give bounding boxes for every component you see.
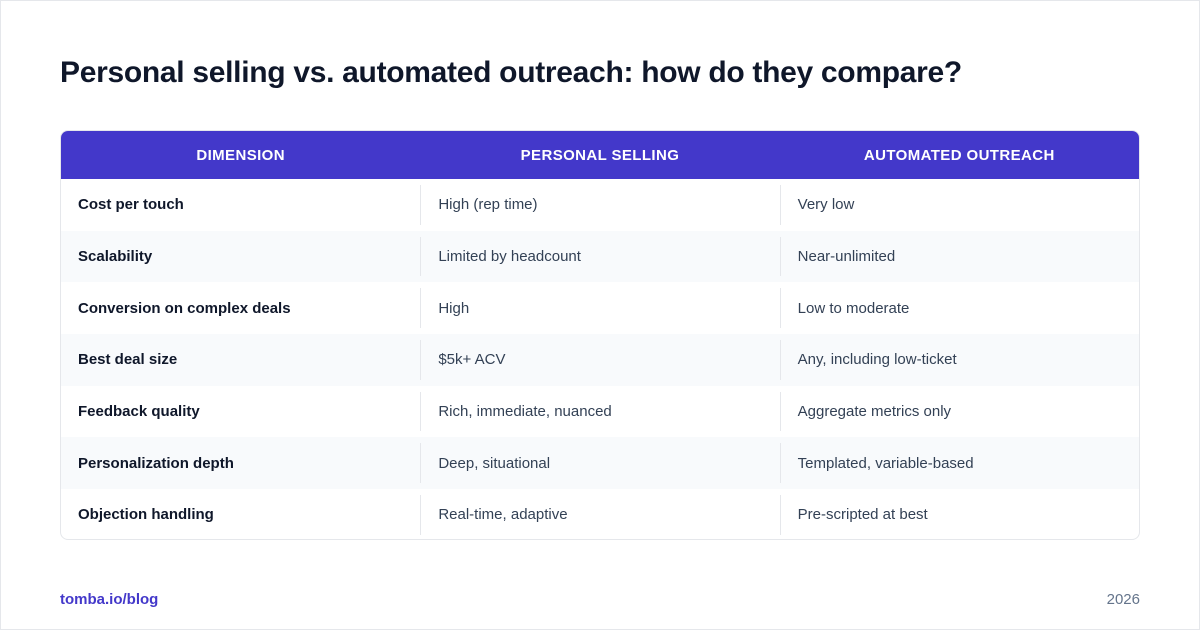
table-row: Cost per touch High (rep time) Very low (61, 179, 1139, 231)
header-personal-selling: PERSONAL SELLING (520, 146, 680, 164)
table-row: Personalization depth Deep, situational … (61, 437, 1139, 490)
table-row: Scalability Limited by headcount Near-un… (61, 230, 1139, 283)
page-title: Personal selling vs. automated outreach:… (60, 56, 962, 89)
header-dimension: DIMENSION (196, 146, 285, 164)
header-automated-outreach: AUTOMATED OUTREACH (863, 146, 1055, 164)
automated-outreach-cell: Pre-scripted at best (779, 489, 1139, 539)
dimension-cell: Conversion on complex deals (78, 299, 291, 317)
personal-selling-cell: $5k+ ACV (420, 334, 779, 386)
personal-selling-cell: Deep, situational (420, 437, 779, 489)
dimension-cell: Cost per touch (78, 196, 184, 214)
automated-outreach-cell: Very low (779, 179, 1139, 231)
automated-outreach-cell: Any, including low-ticket (779, 334, 1139, 386)
footer-year: 2026 (1106, 591, 1140, 608)
table-row: Best deal size $5k+ ACV Any, including l… (61, 334, 1139, 386)
table-row: Objection handling Real-time, adaptive P… (61, 489, 1139, 539)
automated-outreach-cell: Templated, variable-based (779, 437, 1139, 489)
dimension-cell: Personalization depth (78, 454, 234, 472)
personal-selling-cell: Real-time, adaptive (420, 489, 779, 539)
blog-link[interactable]: tomba.io/blog (60, 591, 159, 608)
personal-selling-cell: High (420, 282, 779, 334)
dimension-cell: Objection handling (78, 506, 214, 524)
table-row: Feedback quality Rich, immediate, nuance… (61, 386, 1139, 438)
automated-outreach-cell: Low to moderate (779, 282, 1139, 334)
automated-outreach-cell: Near-unlimited (779, 231, 1139, 283)
dimension-cell: Scalability (78, 248, 153, 266)
personal-selling-cell: Limited by headcount (420, 231, 779, 283)
personal-selling-cell: High (rep time) (420, 179, 779, 231)
table-row: Conversion on complex deals High Low to … (61, 282, 1139, 334)
comparison-table: DIMENSION PERSONAL SELLING AUTOMATED OUT… (60, 130, 1140, 540)
personal-selling-cell: Rich, immediate, nuanced (420, 386, 779, 438)
dimension-cell: Feedback quality (78, 403, 200, 421)
dimension-cell: Best deal size (78, 351, 178, 369)
table-header: DIMENSION PERSONAL SELLING AUTOMATED OUT… (61, 131, 1139, 179)
automated-outreach-cell: Aggregate metrics only (779, 386, 1139, 438)
